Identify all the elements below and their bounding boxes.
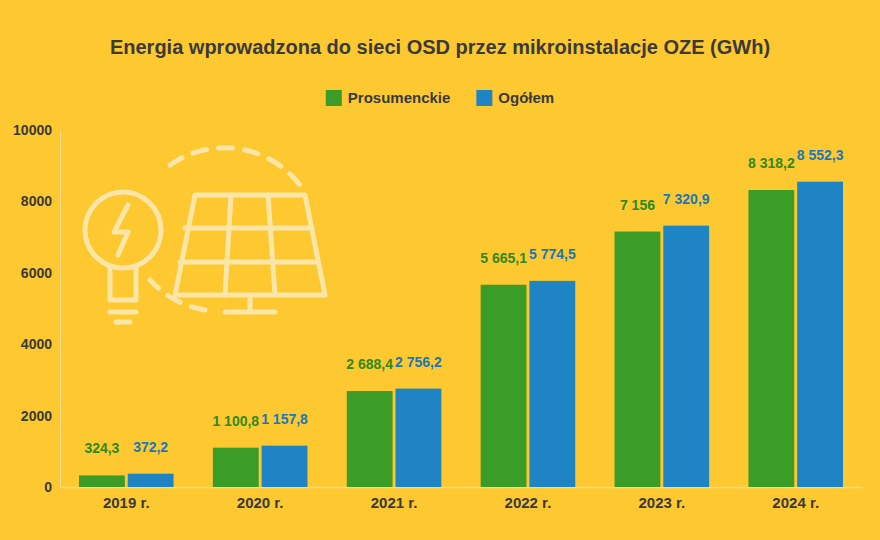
y-tick: 6000 <box>21 265 60 281</box>
y-tick: 4000 <box>21 336 60 352</box>
y-tick-label: 2000 <box>21 408 52 424</box>
data-label: 2 688,4 <box>346 356 393 372</box>
decor-panel-grid <box>180 195 318 312</box>
bar <box>396 389 442 487</box>
bar <box>347 391 393 487</box>
data-label: 372,2 <box>133 439 168 455</box>
bar <box>797 182 843 487</box>
data-label: 1 157,8 <box>261 411 308 427</box>
legend-swatch <box>476 90 492 106</box>
legend: Prosumenckie Ogółem <box>326 89 554 106</box>
data-label: 8 552,3 <box>797 147 844 163</box>
y-tick-label: 6000 <box>21 265 52 281</box>
bars <box>79 182 843 487</box>
data-label: 1 100,8 <box>212 413 259 429</box>
decor-bulb <box>85 192 161 268</box>
x-tick: 2019 r. <box>103 487 150 511</box>
bar <box>213 448 259 487</box>
data-label: 7 320,9 <box>663 191 710 207</box>
y-tick-label: 8000 <box>21 193 52 209</box>
y-axis: 0 2000 4000 6000 8000 10000 <box>13 122 60 495</box>
bar <box>615 232 661 487</box>
x-tick-label: 2023 r. <box>638 494 685 511</box>
legend-label: Ogółem <box>498 89 554 106</box>
data-label: 8 318,2 <box>748 155 795 171</box>
bar <box>128 474 174 487</box>
x-axis: 2019 r. 2020 r. 2021 r. 2022 r. 2023 r. 2024 … <box>61 487 863 511</box>
y-tick-label: 10000 <box>13 122 52 138</box>
y-tick-label: 0 <box>44 479 52 495</box>
decor-bulb-base <box>110 268 136 322</box>
plot: 0 2000 4000 6000 8000 10000 2019 r. 2020 r. 2021… <box>13 122 862 511</box>
x-axis-line <box>61 487 863 489</box>
data-labels: 324,3 1 100,8 2 688,4 5 665,1 7 156 8 318,2 37… <box>84 147 843 457</box>
y-axis-line <box>60 131 61 488</box>
data-label: 2 756,2 <box>395 354 442 370</box>
legend-swatch <box>326 90 342 106</box>
x-tick-label: 2019 r. <box>103 494 150 511</box>
background <box>0 0 880 540</box>
y-tick: 0 <box>44 479 60 495</box>
x-tick: 2024 r. <box>772 487 819 511</box>
bar <box>79 475 125 487</box>
data-label: 324,3 <box>84 440 119 456</box>
bar <box>529 281 575 487</box>
decor-arc <box>170 148 300 185</box>
x-tick-label: 2020 r. <box>237 494 284 511</box>
legend-item: Ogółem <box>476 89 554 106</box>
y-tick: 8000 <box>21 193 60 209</box>
chart-title: Energia wprowadzona do sieci OSD przez m… <box>110 36 770 58</box>
x-tick: 2021 r. <box>371 487 418 511</box>
y-tick: 2000 <box>21 408 60 424</box>
decor-panel <box>175 195 325 295</box>
decor-icon <box>85 148 325 322</box>
data-label: 5 665,1 <box>480 250 527 266</box>
data-label: 5 774,5 <box>529 246 576 262</box>
bar <box>663 226 709 487</box>
bar <box>481 285 527 487</box>
x-tick: 2020 r. <box>237 487 284 511</box>
legend-label: Prosumenckie <box>348 89 451 106</box>
legend-item: Prosumenckie <box>326 89 451 106</box>
decor-bolt <box>114 205 128 255</box>
bar <box>262 446 308 487</box>
x-tick-label: 2022 r. <box>505 494 552 511</box>
x-tick-label: 2024 r. <box>772 494 819 511</box>
y-tick-label: 4000 <box>21 336 52 352</box>
x-tick: 2022 r. <box>505 487 552 511</box>
x-tick-label: 2021 r. <box>371 494 418 511</box>
data-label: 7 156 <box>620 197 655 213</box>
bar <box>748 190 794 487</box>
x-tick: 2023 r. <box>638 487 685 511</box>
y-tick: 10000 <box>13 122 60 138</box>
